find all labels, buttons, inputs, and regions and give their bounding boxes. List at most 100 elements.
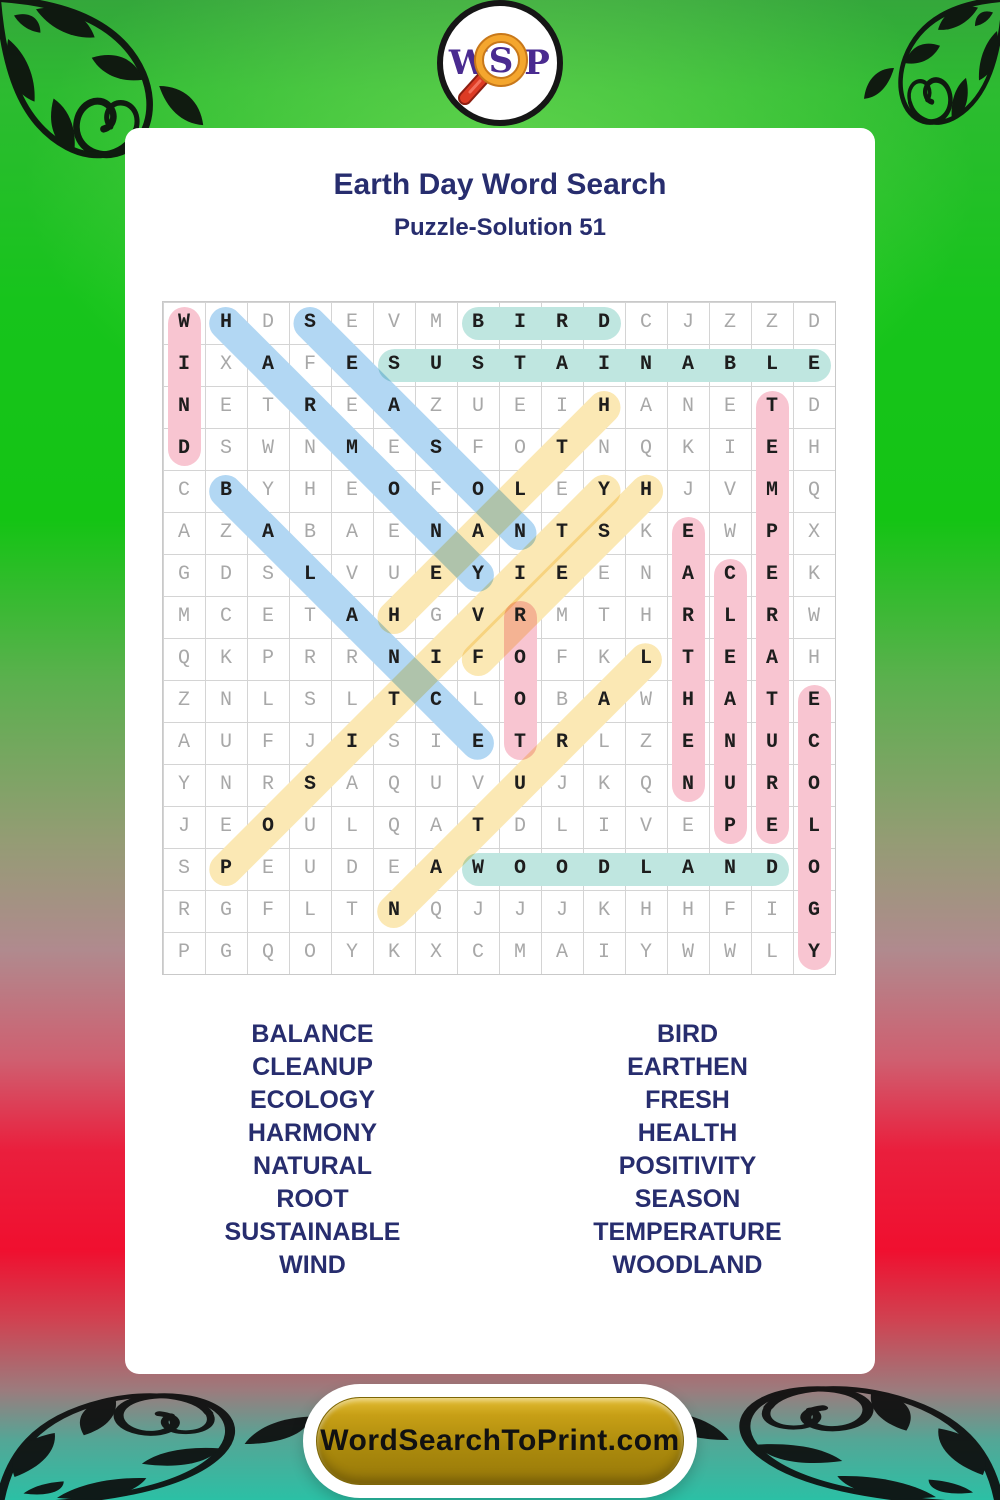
magnifier-icon bbox=[458, 33, 528, 105]
grid-cell: A bbox=[345, 605, 358, 628]
footer-site-button[interactable]: WordSearchToPrint.com bbox=[316, 1397, 684, 1485]
grid-cell: L bbox=[261, 689, 274, 712]
grid-cell: F bbox=[261, 731, 274, 754]
grid-cell: L bbox=[345, 815, 358, 838]
grid-cell: O bbox=[513, 647, 526, 670]
grid-cell: K bbox=[681, 437, 694, 460]
grid-cell: E bbox=[681, 521, 694, 544]
word-list-item: ROOT bbox=[276, 1185, 349, 1213]
grid-cell: A bbox=[261, 521, 274, 544]
grid-cell: J bbox=[681, 479, 694, 502]
grid-cell: P bbox=[219, 857, 232, 880]
grid-cell: Y bbox=[639, 941, 652, 964]
grid-cell: U bbox=[303, 815, 316, 838]
grid-cell: W bbox=[681, 941, 694, 964]
grid-cell: J bbox=[555, 773, 568, 796]
grid-cell: S bbox=[303, 689, 316, 712]
grid-cell: M bbox=[513, 941, 526, 964]
grid-cell: K bbox=[807, 563, 820, 586]
grid-cell: A bbox=[723, 689, 736, 712]
grid-cell: H bbox=[807, 437, 820, 460]
grid-cell: W bbox=[261, 437, 274, 460]
grid-cell: G bbox=[177, 563, 190, 586]
highlight-sustainable bbox=[377, 348, 831, 382]
grid-cell: T bbox=[513, 731, 526, 754]
grid-cell: X bbox=[807, 521, 820, 544]
puzzle-card: Earth Day Word Search Puzzle-Solution 51… bbox=[125, 128, 875, 1374]
grid-cell: E bbox=[219, 395, 232, 418]
grid-cell: O bbox=[807, 773, 820, 796]
highlight-woodland bbox=[461, 852, 789, 886]
grid-cell: Y bbox=[345, 941, 358, 964]
grid-cell: F bbox=[723, 899, 736, 922]
grid-cell: Y bbox=[177, 773, 190, 796]
page-subtitle: Puzzle-Solution 51 bbox=[393, 214, 606, 241]
word-list-item: SUSTAINABLE bbox=[224, 1218, 401, 1246]
grid-cell: F bbox=[471, 437, 484, 460]
grid-cell: X bbox=[429, 941, 442, 964]
grid-cell: V bbox=[471, 605, 484, 628]
grid-cell: R bbox=[261, 773, 274, 796]
grid-cell: I bbox=[723, 437, 736, 460]
word-list-item: WIND bbox=[279, 1251, 346, 1279]
word-list-item: BIRD bbox=[656, 1020, 719, 1048]
grid-cell: Z bbox=[219, 521, 232, 544]
grid-cell: D bbox=[261, 311, 274, 334]
grid-cell: R bbox=[345, 647, 358, 670]
grid-cell: L bbox=[345, 689, 358, 712]
grid-cell: N bbox=[597, 437, 610, 460]
grid-cell: F bbox=[303, 353, 316, 376]
grid-cell: N bbox=[387, 647, 400, 670]
grid-cell: V bbox=[471, 773, 484, 796]
grid-cell: W bbox=[177, 311, 190, 334]
grid-cell: I bbox=[177, 353, 190, 376]
grid-cell: C bbox=[219, 605, 232, 628]
grid-cell: Q bbox=[177, 647, 190, 670]
grid-cell: S bbox=[261, 563, 274, 586]
grid-cell: D bbox=[765, 857, 778, 880]
logo-letter-s: S bbox=[488, 41, 514, 81]
grid-cell: Y bbox=[807, 941, 820, 964]
word-list-item: NATURAL bbox=[253, 1152, 372, 1180]
grid-cell: A bbox=[555, 941, 568, 964]
grid-cell: N bbox=[219, 689, 232, 712]
grid-cell: N bbox=[681, 395, 694, 418]
grid-cell: N bbox=[219, 773, 232, 796]
grid-cell: E bbox=[345, 395, 358, 418]
site-logo[interactable]: W S P bbox=[437, 0, 563, 126]
grid-cell: H bbox=[681, 689, 694, 712]
grid-cell: R bbox=[177, 899, 190, 922]
grid-cell: E bbox=[387, 857, 400, 880]
grid-cell: I bbox=[597, 815, 610, 838]
grid-cell: H bbox=[219, 311, 232, 334]
logo-letter-p: P bbox=[524, 43, 550, 83]
grid-cell: R bbox=[303, 395, 316, 418]
grid-cell: Q bbox=[387, 773, 400, 796]
grid-cell: D bbox=[597, 857, 610, 880]
grid-cell: L bbox=[513, 479, 526, 502]
word-list-item: WOODLAND bbox=[612, 1251, 763, 1279]
word-list-item: FRESH bbox=[645, 1086, 730, 1114]
grid-cell: V bbox=[723, 479, 736, 502]
grid-cell: C bbox=[639, 311, 652, 334]
grid-cell: M bbox=[177, 605, 190, 628]
grid-cell: C bbox=[471, 941, 484, 964]
grid-cell: T bbox=[765, 395, 778, 418]
grid-cell: R bbox=[513, 605, 526, 628]
grid-cell: O bbox=[513, 689, 526, 712]
logo-circle bbox=[437, 0, 563, 126]
word-list-item: EARTHEN bbox=[627, 1053, 748, 1081]
grid-cell: L bbox=[639, 857, 652, 880]
grid-cell: Z bbox=[765, 311, 778, 334]
grid-cell: Q bbox=[807, 479, 820, 502]
grid-cell: F bbox=[429, 479, 442, 502]
grid-cell: O bbox=[555, 857, 568, 880]
grid-cell: B bbox=[723, 353, 736, 376]
grid-cell: T bbox=[261, 395, 274, 418]
grid-cell: S bbox=[387, 731, 400, 754]
grid-cell: A bbox=[681, 563, 694, 586]
grid-cell: N bbox=[303, 437, 316, 460]
grid-cell: L bbox=[807, 815, 820, 838]
grid-cell: R bbox=[765, 773, 778, 796]
